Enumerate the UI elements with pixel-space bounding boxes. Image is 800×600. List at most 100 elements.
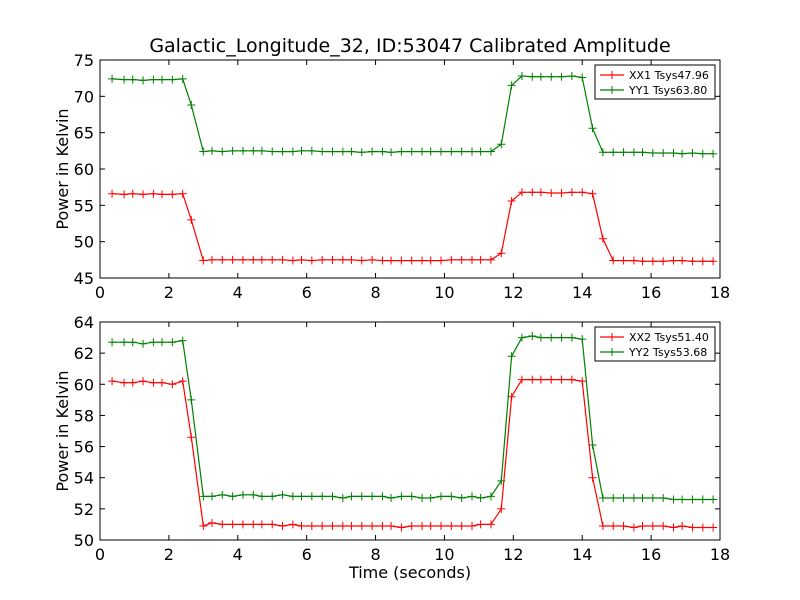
data-point-marker (158, 378, 166, 387)
x-tick-label: 16 (641, 283, 661, 302)
data-point-marker (207, 146, 216, 155)
data-point-marker (688, 149, 697, 158)
data-point-marker (378, 147, 387, 156)
data-point-marker (158, 338, 166, 347)
data-point-marker (418, 521, 427, 530)
data-point-marker (378, 492, 387, 501)
data-point-marker (578, 73, 587, 82)
x-tick-label: 6 (302, 545, 312, 564)
data-point-marker (108, 74, 117, 83)
data-point-marker (378, 256, 387, 265)
x-tick-label: 18 (710, 545, 730, 564)
data-point-marker (598, 148, 607, 157)
data-point-marker (418, 493, 427, 502)
data-point-marker (709, 149, 718, 158)
data-point-marker (486, 255, 495, 264)
data-point-marker (709, 495, 718, 504)
data-point-marker (517, 375, 526, 384)
data-point-marker (168, 75, 177, 84)
data-point-marker (578, 377, 587, 386)
data-point-marker (536, 375, 545, 384)
data-point-marker (357, 148, 366, 157)
data-point-marker (338, 255, 347, 264)
data-point-marker (218, 147, 227, 156)
data-point-marker (199, 521, 208, 530)
data-point-marker (468, 492, 476, 501)
data-point-marker (397, 256, 406, 265)
y-tick-label: 56 (74, 438, 94, 457)
data-point-marker (659, 149, 668, 158)
data-point-marker (678, 521, 687, 530)
data-point-marker (407, 147, 416, 156)
x-axis-title: Time (seconds) (348, 563, 471, 582)
data-point-marker (139, 339, 148, 348)
data-point-marker (476, 493, 485, 502)
data-point-marker (476, 255, 485, 264)
data-point-marker (368, 521, 377, 530)
data-point-marker (168, 190, 177, 199)
data-point-marker (397, 492, 406, 501)
y-tick-label: 70 (74, 87, 94, 106)
data-point-marker (598, 493, 607, 502)
y-tick-label: 50 (74, 233, 94, 252)
data-point-marker (268, 255, 277, 264)
data-point-marker (187, 215, 196, 224)
x-tick-label: 10 (434, 283, 454, 302)
data-point-marker (338, 493, 347, 502)
data-point-marker (536, 72, 545, 81)
data-point-marker (507, 352, 516, 361)
data-point-marker (437, 147, 445, 156)
data-point-marker (278, 147, 287, 156)
data-point-marker (426, 256, 435, 265)
y-tick-label: 65 (74, 124, 94, 143)
data-point-marker (517, 188, 526, 197)
x-tick-label: 12 (503, 283, 523, 302)
data-point-marker (536, 333, 545, 342)
data-point-marker (629, 493, 638, 502)
data-point-marker (278, 490, 287, 499)
data-point-marker (318, 147, 327, 156)
data-point-marker (297, 146, 306, 155)
data-point-marker (257, 520, 266, 529)
x-tick-label: 16 (641, 545, 661, 564)
data-point-marker (178, 336, 187, 345)
data-point-marker (338, 521, 347, 530)
data-point-marker (387, 493, 396, 502)
data-point-marker (328, 492, 337, 501)
data-point-marker (528, 72, 537, 81)
data-point-marker (288, 520, 297, 529)
data-point-marker (437, 256, 445, 265)
data-point-marker (218, 520, 227, 529)
data-point-marker (238, 255, 247, 264)
data-point-marker (357, 256, 366, 265)
data-point-marker (457, 147, 466, 156)
data-point-marker (578, 335, 587, 344)
data-point-marker (218, 490, 227, 499)
data-point-marker (120, 190, 129, 199)
data-point-marker (120, 75, 129, 84)
data-point-marker (659, 257, 668, 266)
y-tick-label: 75 (74, 51, 94, 70)
data-point-marker (669, 495, 678, 504)
data-point-marker (557, 375, 566, 384)
data-point-marker (328, 521, 337, 530)
chart-panel-2: 0 2 4 6 8 10 12 14 16 18 50 52 54 56 58 60 62 64 Power in … (53, 313, 730, 582)
data-point-marker (228, 255, 237, 264)
legend-label: XX2 Tsys51.40 (629, 331, 709, 344)
data-point-marker (318, 492, 327, 501)
data-point-marker (457, 255, 466, 264)
data-point-marker (547, 72, 556, 81)
y-axis-title: Power in Kelvin (53, 370, 72, 491)
x-tick-label: 2 (164, 283, 174, 302)
data-point-marker (347, 147, 356, 156)
data-point-marker (588, 189, 597, 198)
x-tick-label: 12 (503, 545, 523, 564)
data-point-marker (149, 189, 158, 198)
data-point-marker (418, 147, 427, 156)
data-point-marker (678, 149, 687, 158)
data-point-marker (387, 521, 396, 530)
data-point-marker (368, 147, 377, 156)
data-point-marker (709, 257, 718, 266)
data-point-marker (149, 75, 158, 84)
data-point-marker (257, 255, 266, 264)
